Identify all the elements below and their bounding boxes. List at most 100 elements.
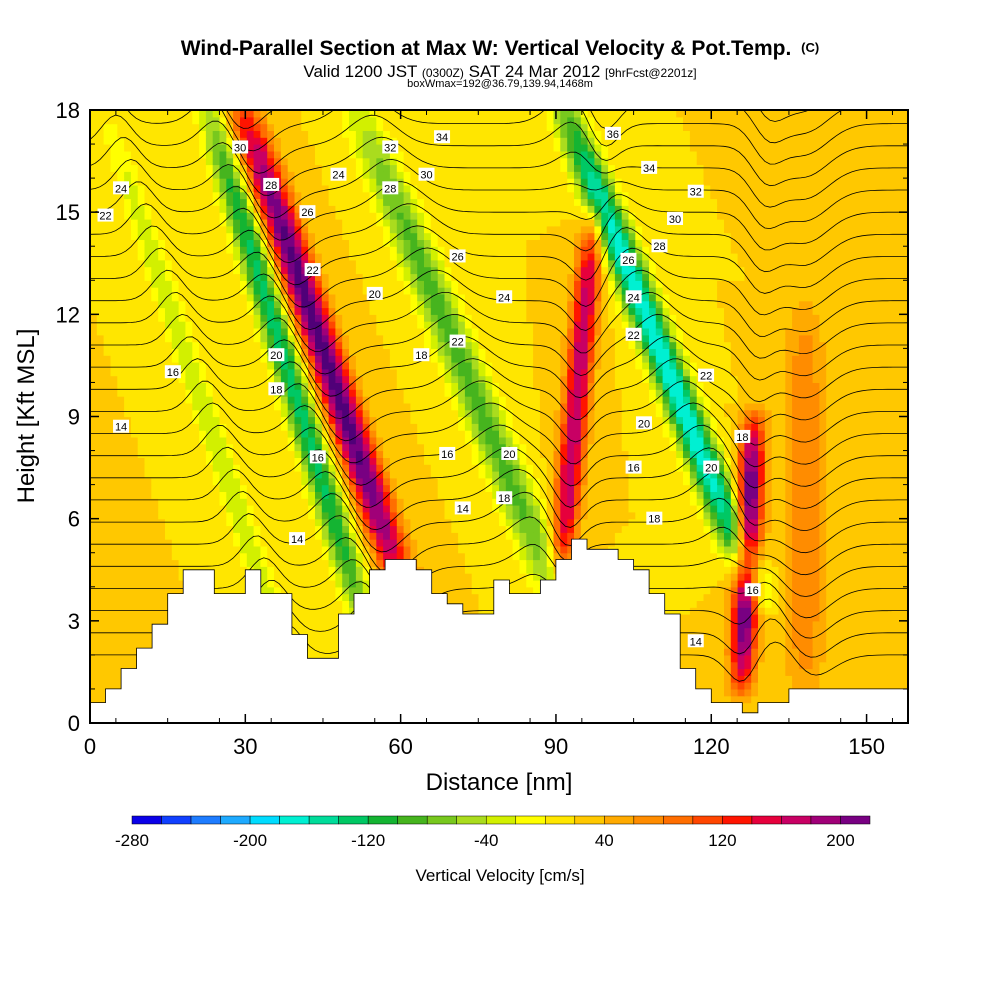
velocity-cell — [226, 450, 234, 458]
velocity-cell — [839, 484, 848, 492]
velocity-cell — [833, 661, 841, 670]
velocity-cell — [894, 539, 902, 547]
velocity-cell — [376, 436, 384, 445]
velocity-cell — [260, 471, 268, 479]
velocity-cell — [785, 518, 793, 527]
velocity-cell — [764, 464, 773, 472]
velocity-cell — [96, 471, 105, 479]
velocity-cell — [826, 552, 834, 561]
velocity-cell — [308, 552, 316, 561]
velocity-cell — [880, 477, 889, 486]
velocity-cell — [826, 525, 834, 533]
velocity-cell — [96, 695, 105, 704]
velocity-cell — [96, 688, 105, 697]
velocity-cell — [355, 477, 364, 486]
velocity-cell — [833, 620, 841, 629]
velocity-cell — [301, 477, 309, 486]
velocity-cell — [308, 525, 316, 533]
velocity-cell — [342, 450, 350, 458]
velocity-cell — [649, 580, 657, 588]
velocity-cell — [635, 443, 643, 452]
velocity-cell — [526, 457, 534, 465]
velocity-cell — [103, 661, 111, 670]
velocity-cell — [171, 443, 180, 452]
velocity-cell — [158, 566, 166, 574]
velocity-cell — [362, 443, 371, 452]
velocity-cell — [798, 539, 807, 547]
velocity-cell — [717, 661, 725, 670]
velocity-cell — [553, 518, 561, 527]
velocity-cell — [887, 505, 895, 513]
velocity-cell — [662, 559, 670, 567]
velocity-cell — [737, 668, 745, 676]
velocity-cell — [185, 525, 193, 533]
velocity-cell — [751, 566, 759, 574]
velocity-cell — [519, 491, 527, 499]
velocity-cell — [846, 559, 855, 567]
velocity-cell — [642, 505, 650, 513]
velocity-cell — [246, 552, 255, 561]
velocity-cell — [730, 525, 739, 533]
velocity-cell — [410, 471, 418, 479]
velocity-cell — [144, 484, 152, 492]
velocity-cell — [894, 593, 902, 601]
velocity-cell — [362, 505, 371, 513]
velocity-cell — [151, 450, 159, 458]
velocity-cell — [499, 573, 507, 581]
velocity-cell — [689, 552, 698, 561]
velocity-cell — [614, 525, 623, 533]
velocity-cell — [519, 552, 527, 561]
velocity-cell — [226, 573, 234, 581]
velocity-cell — [853, 464, 861, 472]
velocity-cell — [873, 600, 882, 608]
velocity-cell — [185, 539, 193, 547]
velocity-cell — [410, 498, 418, 506]
velocity-cell — [417, 525, 425, 533]
velocity-cell — [683, 552, 691, 561]
velocity-cell — [853, 600, 861, 608]
velocity-cell — [260, 573, 268, 581]
velocity-cell — [90, 559, 98, 567]
velocity-cell — [771, 688, 780, 697]
velocity-cell — [219, 552, 227, 561]
velocity-cell — [710, 559, 718, 567]
velocity-cell — [669, 559, 677, 567]
velocity-cell — [560, 484, 568, 492]
velocity-cell — [342, 566, 350, 574]
velocity-cell — [151, 566, 159, 574]
velocity-cell — [887, 457, 895, 465]
velocity-cell — [553, 464, 561, 472]
velocity-cell — [103, 648, 111, 656]
velocity-cell — [894, 675, 902, 683]
velocity-cell — [137, 586, 146, 595]
velocity-cell — [887, 573, 895, 581]
velocity-cell — [308, 464, 316, 472]
velocity-cell — [444, 505, 452, 513]
velocity-cell — [315, 620, 323, 629]
velocity-cell — [90, 627, 98, 635]
velocity-cell — [839, 600, 848, 608]
velocity-cell — [873, 450, 882, 458]
velocity-cell — [594, 491, 602, 499]
velocity-cell — [580, 464, 589, 472]
velocity-cell — [308, 511, 316, 520]
velocity-cell — [894, 634, 902, 642]
velocity-cell — [165, 464, 173, 472]
velocity-cell — [130, 545, 139, 554]
velocity-cell — [335, 457, 343, 465]
velocity-cell — [867, 471, 875, 479]
velocity-cell — [771, 477, 780, 486]
velocity-cell — [812, 641, 820, 649]
velocity-cell — [165, 436, 173, 445]
velocity-cell — [96, 532, 105, 540]
velocity-cell — [662, 443, 670, 452]
velocity-cell — [458, 436, 466, 445]
velocity-cell — [90, 511, 98, 520]
velocity-cell — [96, 477, 105, 486]
velocity-cell — [117, 600, 125, 608]
velocity-cell — [335, 607, 343, 615]
velocity-cell — [526, 518, 534, 527]
velocity-cell — [703, 450, 711, 458]
velocity-cell — [805, 532, 814, 540]
velocity-cell — [321, 614, 330, 622]
